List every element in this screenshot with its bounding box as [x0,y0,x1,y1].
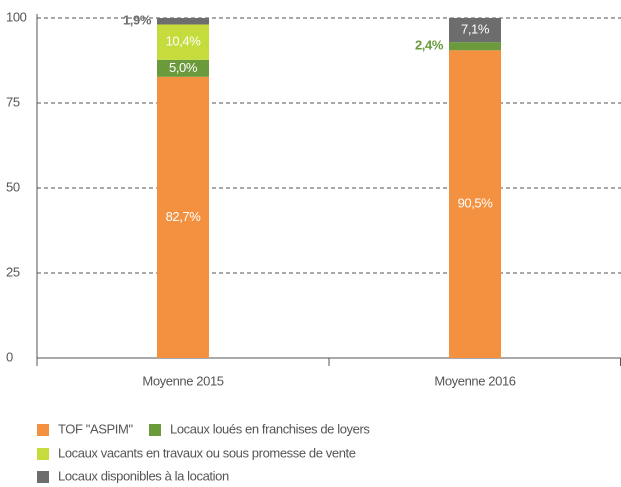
legend-label: Locaux loués en franchises de loyers [170,421,370,436]
data-label: 90,5% [458,196,494,211]
data-label: 5,0% [169,60,198,75]
y-tick-label: 75 [6,94,20,109]
y-tick-label: 50 [6,179,20,194]
x-tick-label: Moyenne 2015 [142,373,223,388]
data-label: 82,7% [166,209,202,224]
legend-label: TOF "ASPIM" [58,421,133,436]
bar-segment [449,50,501,359]
bar-segment [157,59,209,77]
legend-swatch [149,424,161,436]
bar-segment [449,18,501,43]
x-tick-label: Moyenne 2016 [434,373,515,388]
legend-label: Locaux disponibles à la location [58,468,229,483]
data-label: 7,1% [461,22,490,37]
y-tick-label: 25 [6,264,20,279]
legend-swatch [37,448,49,460]
y-tick-label: 0 [6,349,13,364]
bar-segment [157,24,209,60]
bar-segment [157,76,209,358]
bar-segment [449,42,501,51]
y-tick-label: 100 [6,9,27,24]
data-label: 10,4% [166,34,202,49]
data-label: 2,4% [415,38,444,53]
legend-swatch [37,471,49,483]
legend-label: Locaux vacants en travaux ou sous promes… [58,445,356,460]
bar-segment [157,18,209,25]
data-label: 1,9% [123,13,152,28]
legend-swatch [37,424,49,436]
